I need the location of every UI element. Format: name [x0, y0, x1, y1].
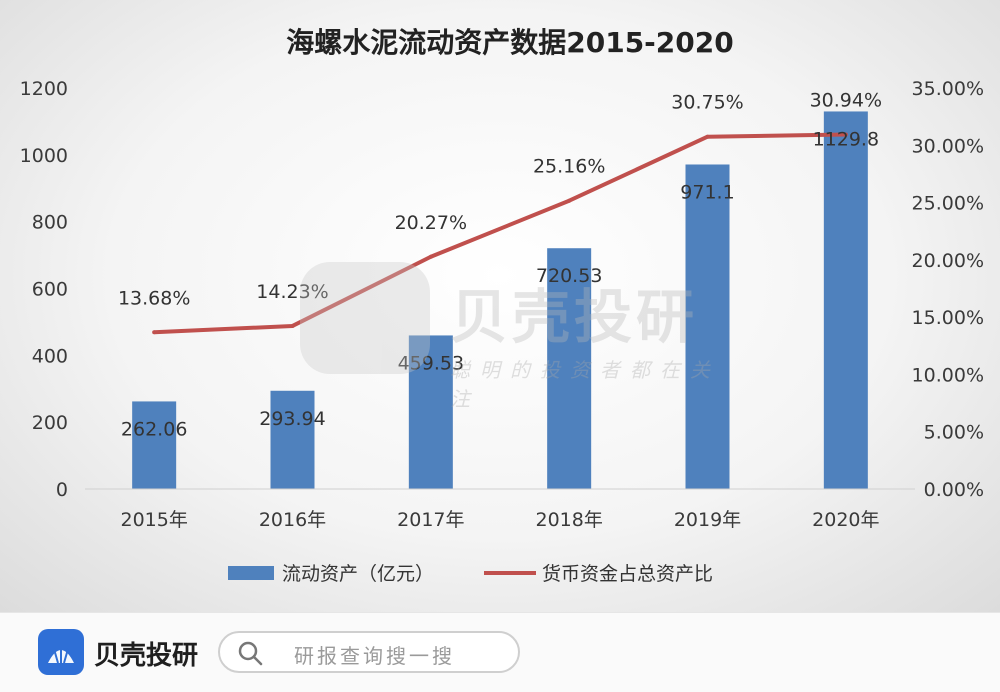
bar [132, 401, 177, 489]
right-axis: 0.00% 5.00% 10.00% 15.00% 20.00% 25.00% 30.00%… [912, 78, 984, 501]
search-input[interactable]: 研报查询搜一搜 [218, 631, 520, 673]
bar-value-label: 971.1 [680, 181, 734, 203]
chart-svg: 海螺水泥流动资产数据2015-2020 0 200 400 600 800 1000 120… [20, 26, 984, 585]
x-tick-label: 2018年 [535, 509, 602, 531]
bar-value-label: 1129.8 [813, 128, 879, 150]
left-axis: 0 200 400 600 800 1000 1200 [20, 78, 68, 501]
bar [823, 111, 868, 490]
y-left-tick-label: 0 [56, 479, 68, 501]
legend-label-bar: 流动资产（亿元） [282, 563, 434, 585]
y-left-tick-label: 1000 [20, 145, 68, 167]
line-value-label: 30.94% [810, 90, 882, 112]
shell-logo-graphic [48, 643, 74, 664]
bar [547, 248, 592, 489]
line-layer [152, 132, 848, 335]
y-right-tick-label: 15.00% [912, 307, 984, 329]
y-right-tick-label: 25.00% [912, 193, 984, 215]
line-point [567, 198, 572, 203]
y-right-tick-label: 35.00% [912, 78, 984, 100]
bars-layer [132, 111, 868, 490]
x-tick-label: 2015年 [120, 509, 187, 531]
x-axis: 2015年 2016年 2017年 2018年 2019年 2020年 [120, 509, 879, 531]
y-right-tick-label: 0.00% [924, 479, 984, 501]
line-point [428, 254, 433, 259]
chart-title: 海螺水泥流动资产数据2015-2020 [286, 26, 733, 59]
line-series [154, 132, 846, 335]
bar-value-label: 720.53 [536, 265, 602, 287]
x-tick-label: 2019年 [674, 509, 741, 531]
search-icon[interactable] [236, 639, 264, 667]
line-value-label: 30.75% [671, 92, 743, 114]
legend-swatch-bar [228, 566, 274, 580]
data-labels: 262.06 293.94 459.53 720.53 971.1 1129.8 13.68… [118, 90, 882, 441]
line-value-label: 20.27% [395, 212, 467, 234]
line-value-label: 25.16% [533, 156, 605, 178]
legend-label-line: 货币资金占总资产比 [542, 563, 713, 585]
x-tick-label: 2016年 [259, 509, 326, 531]
bar [408, 335, 453, 489]
bar-value-label: 459.53 [398, 352, 464, 374]
line-value-label: 14.23% [256, 281, 328, 303]
search-placeholder: 研报查询搜一搜 [294, 644, 455, 668]
bar-value-label: 293.94 [259, 408, 325, 430]
y-right-tick-label: 30.00% [912, 135, 984, 157]
y-left-tick-label: 200 [32, 412, 68, 434]
y-right-tick-label: 5.00% [924, 422, 984, 444]
brand-name[interactable]: 贝壳投研 [94, 641, 199, 671]
line-point [705, 134, 710, 139]
y-left-tick-label: 1200 [20, 78, 68, 100]
legend: 流动资产（亿元） 货币资金占总资产比 [228, 563, 713, 585]
y-left-tick-label: 400 [32, 345, 68, 367]
footer-bar: 贝壳投研 研报查询搜一搜 [0, 612, 1000, 692]
y-right-tick-label: 20.00% [912, 250, 984, 272]
x-tick-label: 2017年 [397, 509, 464, 531]
bar [270, 390, 315, 489]
y-left-tick-label: 800 [32, 212, 68, 234]
shell-logo-icon[interactable] [38, 629, 84, 675]
line-point [843, 132, 848, 137]
line-point [152, 330, 157, 335]
y-right-tick-label: 10.00% [912, 364, 984, 386]
y-left-tick-label: 600 [32, 279, 68, 301]
line-point [290, 323, 295, 328]
bar-value-label: 262.06 [121, 418, 187, 440]
line-value-label: 13.68% [118, 287, 190, 309]
chart-area: 海螺水泥流动资产数据2015-2020 0 200 400 600 800 1000 120… [0, 0, 1000, 612]
bar [685, 164, 730, 489]
x-tick-label: 2020年 [812, 509, 879, 531]
